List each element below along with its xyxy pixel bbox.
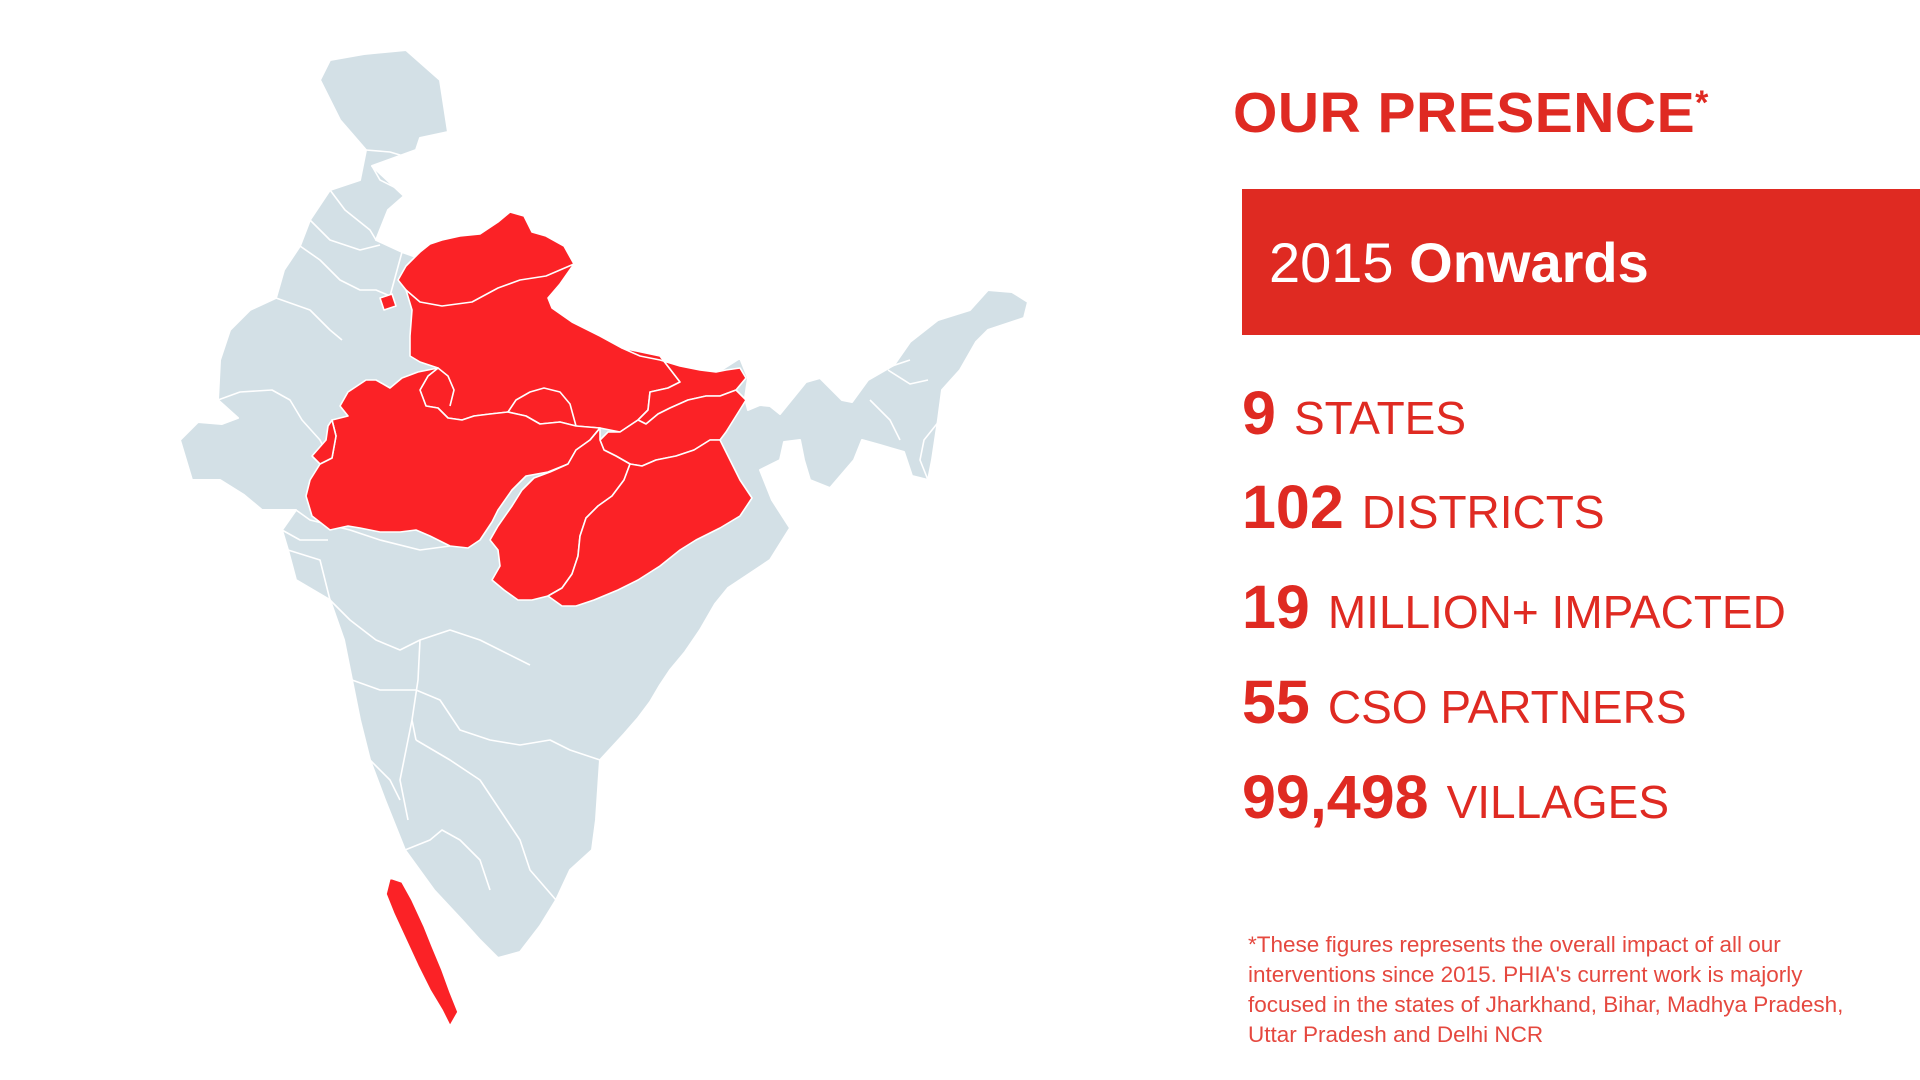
banner-text: 2015 Onwards bbox=[1269, 230, 1649, 295]
stat-label: STATES bbox=[1293, 392, 1467, 444]
stat-label: VILLAGES bbox=[1446, 776, 1670, 828]
stat-value: 55 bbox=[1242, 668, 1310, 736]
stat-value: 102 bbox=[1242, 473, 1344, 541]
stat-partners: 55 CSO PARTNERS bbox=[1242, 667, 1687, 737]
region-delhi-ncr bbox=[379, 293, 397, 311]
stat-states: 9 STATES bbox=[1242, 378, 1466, 448]
page-title: OUR PRESENCE* bbox=[1233, 80, 1709, 146]
region-odisha bbox=[547, 439, 753, 607]
india-map bbox=[180, 40, 1120, 1050]
region-kerala bbox=[385, 877, 459, 1027]
region-mp-west bbox=[311, 419, 337, 465]
stat-villages: 99,498 VILLAGES bbox=[1242, 762, 1669, 832]
title-text: OUR PRESENCE bbox=[1233, 81, 1696, 145]
title-asterisk: * bbox=[1695, 84, 1709, 122]
stat-value: 99,498 bbox=[1242, 763, 1429, 831]
year-banner: 2015 Onwards bbox=[1242, 189, 1920, 335]
stat-impacted: 19 MILLION+ IMPACTED bbox=[1242, 572, 1786, 642]
highlight-state-borders bbox=[405, 263, 601, 441]
india-map-svg bbox=[180, 49, 1029, 1027]
stat-label: DISTRICTS bbox=[1361, 486, 1605, 538]
region-madhya-pradesh bbox=[305, 367, 601, 549]
stat-label: CSO PARTNERS bbox=[1327, 681, 1687, 733]
footnote: *These figures represents the overall im… bbox=[1248, 932, 1844, 1047]
banner-word: Onwards bbox=[1409, 230, 1649, 294]
banner-year: 2015 bbox=[1269, 230, 1394, 294]
state-borders bbox=[217, 149, 941, 901]
stat-value: 9 bbox=[1242, 379, 1276, 447]
region-uttar-pradesh bbox=[397, 211, 681, 433]
stat-label: MILLION+ IMPACTED bbox=[1327, 586, 1786, 638]
stat-districts: 102 DISTRICTS bbox=[1242, 472, 1605, 542]
stat-value: 19 bbox=[1242, 573, 1310, 641]
